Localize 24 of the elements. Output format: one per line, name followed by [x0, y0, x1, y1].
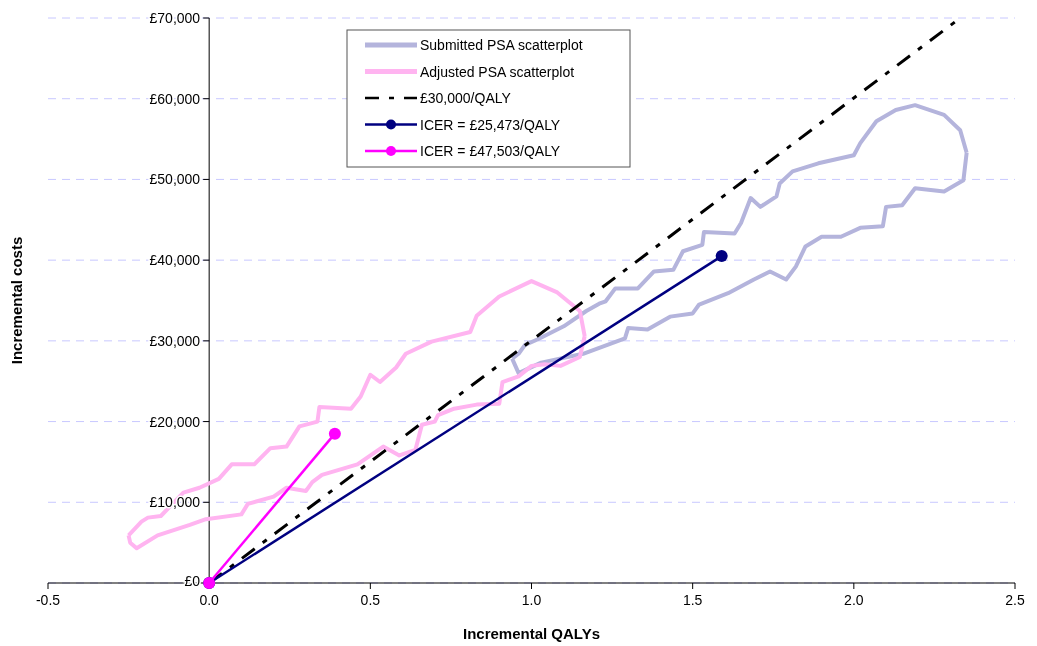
x-tick-label: 2.5 — [1005, 592, 1025, 608]
legend-label: £30,000/QALY — [420, 90, 512, 106]
x-tick-label: 0.0 — [199, 592, 220, 608]
legend-label: ICER = £47,503/QALY — [420, 143, 561, 159]
point — [715, 250, 728, 263]
x-tick-label: -0.5 — [35, 592, 61, 608]
x-tick-label: 0.5 — [360, 592, 381, 608]
x-tick-label: 1.5 — [682, 592, 703, 608]
legend-label: Submitted PSA scatterplot — [420, 37, 583, 53]
legend-label: Adjusted PSA scatterplot — [420, 63, 575, 80]
point — [328, 427, 341, 440]
x-tick-label: 2.0 — [844, 592, 864, 608]
x-tick-label: 1.0 — [521, 592, 542, 608]
y-tick-label: £70,000 — [149, 10, 201, 26]
y-tick-label: £60,000 — [149, 90, 201, 107]
legend-label: ICER = £25,473/QALY — [420, 116, 561, 133]
y-tick-label: £30,000 — [149, 332, 201, 349]
y-axis-title: Incremental costs — [8, 236, 25, 365]
y-tick-label: £10,000 — [149, 494, 201, 511]
x-axis-title: Incremental QALYs — [463, 625, 600, 642]
y-tick-label: £0 — [184, 573, 201, 589]
y-tick-label: £40,000 — [149, 252, 201, 269]
y-tick-label: £50,000 — [149, 171, 201, 188]
y-tick-label: £20,000 — [149, 413, 201, 430]
